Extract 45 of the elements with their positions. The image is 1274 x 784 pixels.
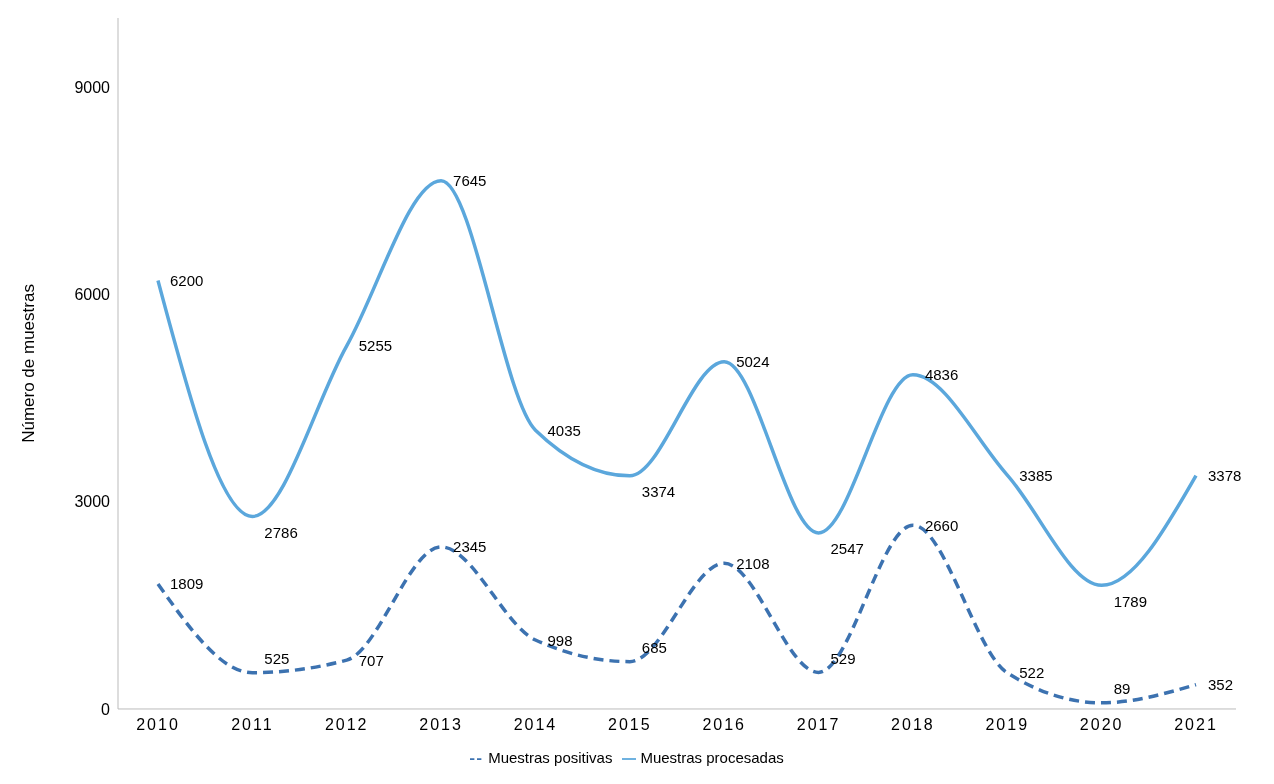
line-series [156, 523, 1198, 705]
data-label: 529 [830, 649, 856, 667]
x-tick-label: 2014 [513, 716, 558, 734]
x-tick-label: 2017 [796, 716, 841, 734]
legend-label: Muestras positivas [488, 748, 613, 766]
data-label: 2660 [924, 516, 959, 534]
x-tick-label: 2021 [1174, 716, 1218, 734]
y-tick-label: 3000 [74, 493, 111, 511]
data-label: 5255 [358, 337, 393, 355]
data-label: 2345 [453, 538, 487, 556]
x-tick-label: 2012 [324, 716, 369, 734]
x-tick-label: 2019 [985, 716, 1030, 734]
data-label: 998 [547, 631, 573, 649]
x-tick-label: 2016 [702, 716, 746, 734]
y-axis-title: Número de muestras [19, 284, 39, 443]
data-label: 352 [1208, 676, 1234, 694]
x-tick-label: 2020 [1079, 716, 1124, 734]
data-label: 3374 [641, 483, 676, 501]
data-label: 1809 [170, 575, 204, 593]
data-label: 522 [1019, 664, 1045, 682]
data-label: 4836 [924, 366, 959, 384]
data-label: 7645 [453, 172, 487, 190]
data-label: 525 [264, 650, 290, 668]
data-label: 2108 [736, 554, 770, 572]
data-label: 707 [358, 651, 384, 669]
data-label: 5024 [736, 353, 770, 371]
line-series [156, 178, 1198, 588]
data-label: 2786 [264, 523, 298, 541]
x-tick-label: 2011 [231, 716, 274, 734]
x-tick-label: 2010 [136, 716, 180, 734]
data-label: 6200 [170, 272, 204, 290]
data-label: 89 [1113, 680, 1131, 698]
data-label: 2547 [830, 540, 864, 558]
data-label: 685 [641, 639, 667, 657]
data-label: 4035 [547, 421, 581, 439]
x-tick-label: 2013 [419, 716, 463, 734]
data-label: 3385 [1019, 466, 1053, 484]
data-label: 1789 [1113, 592, 1148, 610]
y-tick-label: 9000 [74, 78, 111, 96]
x-tick-label: 2015 [608, 716, 652, 734]
y-tick-label: 6000 [74, 286, 111, 304]
legend-label: Muestras procesadas [640, 748, 784, 766]
x-tick-label: 2018 [891, 716, 935, 734]
data-label: 3378 [1208, 467, 1242, 485]
y-tick-label: 0 [101, 700, 111, 718]
